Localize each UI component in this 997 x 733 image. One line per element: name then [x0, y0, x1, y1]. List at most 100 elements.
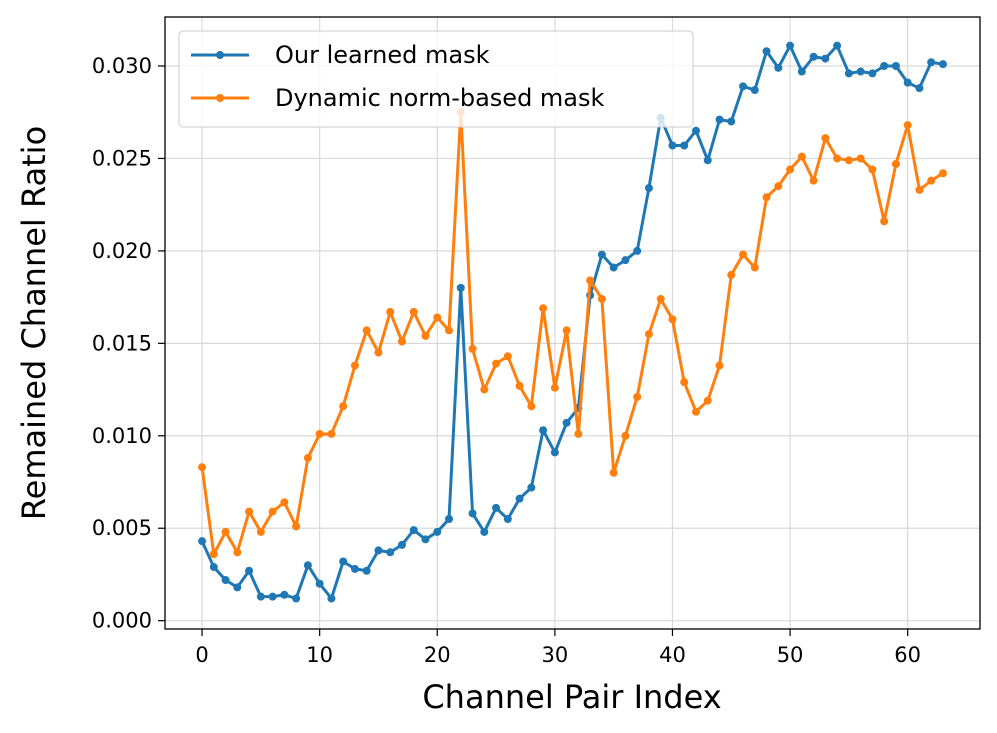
- y-tick-label: 0.010: [92, 424, 152, 448]
- data-point: [327, 594, 336, 603]
- data-point: [550, 383, 559, 392]
- data-point: [880, 61, 889, 70]
- data-point: [503, 514, 512, 523]
- plot-area: [198, 41, 947, 603]
- data-point: [868, 69, 877, 78]
- data-point: [833, 154, 842, 163]
- data-point: [362, 566, 371, 575]
- data-point: [762, 193, 771, 202]
- data-point: [409, 307, 418, 316]
- data-point: [397, 540, 406, 549]
- y-tick-label: 0.005: [92, 516, 152, 540]
- series-0: [198, 41, 947, 603]
- data-point: [539, 304, 548, 313]
- data-point: [433, 527, 442, 536]
- data-point: [739, 82, 748, 91]
- legend-swatch-marker-1: [216, 94, 224, 102]
- y-tick-label: 0.030: [92, 54, 152, 78]
- data-point: [597, 250, 606, 259]
- data-point: [468, 344, 477, 353]
- data-point: [880, 217, 889, 226]
- data-point: [844, 156, 853, 165]
- data-point: [562, 418, 571, 427]
- data-point: [750, 263, 759, 272]
- data-point: [209, 550, 218, 559]
- data-point: [809, 52, 818, 61]
- data-point: [821, 134, 830, 143]
- data-point: [762, 47, 771, 56]
- data-point: [421, 535, 430, 544]
- data-point: [833, 41, 842, 50]
- data-point: [209, 563, 218, 572]
- data-point: [774, 182, 783, 191]
- x-tick-label: 50: [777, 643, 804, 667]
- axes-frame: [164, 16, 981, 630]
- data-point: [362, 326, 371, 335]
- tick-labels: 0 10 20 30 40 50 60 0.000 0.005 0.010 0.015 0.020 0.…: [92, 54, 921, 667]
- legend: Our learned mask Dynamic norm-based mask: [178, 30, 694, 128]
- data-point: [550, 448, 559, 457]
- data-point: [809, 176, 818, 185]
- data-point: [844, 69, 853, 78]
- data-point: [315, 579, 324, 588]
- series-line-0: [200, 44, 944, 600]
- data-point: [386, 548, 395, 557]
- data-point: [562, 326, 571, 335]
- data-point: [633, 392, 642, 401]
- data-point: [927, 58, 936, 67]
- data-point: [774, 63, 783, 72]
- x-tick-label: 60: [894, 643, 921, 667]
- data-point: [303, 453, 312, 462]
- data-point: [292, 522, 301, 531]
- data-point: [680, 141, 689, 150]
- data-point: [539, 426, 548, 435]
- data-point: [856, 67, 865, 76]
- tick-marks: [158, 65, 909, 636]
- x-tick-label: 0: [195, 643, 208, 667]
- data-point: [256, 592, 265, 601]
- data-point: [739, 250, 748, 259]
- data-point: [786, 165, 795, 174]
- data-point: [915, 84, 924, 93]
- data-point: [492, 503, 501, 512]
- data-point: [691, 407, 700, 416]
- data-point: [586, 276, 595, 285]
- data-point: [609, 468, 618, 477]
- data-point: [868, 165, 877, 174]
- data-point: [527, 483, 536, 492]
- data-point: [221, 576, 230, 585]
- legend-label-1: Dynamic norm-based mask: [275, 84, 605, 112]
- data-point: [703, 396, 712, 405]
- data-point: [633, 246, 642, 255]
- data-point: [797, 152, 806, 161]
- data-point: [597, 294, 606, 303]
- data-point: [339, 402, 348, 411]
- data-point: [374, 546, 383, 555]
- data-point: [903, 121, 912, 130]
- legend-label-0: Our learned mask: [275, 41, 490, 69]
- data-point: [468, 509, 477, 518]
- data-point: [350, 564, 359, 573]
- y-tick-label: 0.015: [92, 331, 152, 355]
- data-point: [198, 463, 207, 472]
- data-point: [750, 86, 759, 95]
- x-tick-label: 30: [541, 643, 568, 667]
- data-point: [515, 494, 524, 503]
- data-point: [456, 283, 465, 292]
- x-tick-label: 40: [659, 643, 686, 667]
- data-point: [915, 185, 924, 194]
- x-axis-label: Channel Pair Index: [422, 678, 721, 716]
- data-point: [233, 548, 242, 557]
- y-tick-label: 0.025: [92, 146, 152, 170]
- x-tick-label: 10: [306, 643, 333, 667]
- data-point: [280, 498, 289, 507]
- data-point: [256, 527, 265, 536]
- legend-box: [178, 30, 694, 128]
- data-point: [691, 126, 700, 135]
- data-point: [527, 402, 536, 411]
- data-point: [445, 514, 454, 523]
- y-tick-label: 0.000: [92, 609, 152, 633]
- data-point: [668, 315, 677, 324]
- data-point: [245, 566, 254, 575]
- series-line-1: [200, 110, 944, 556]
